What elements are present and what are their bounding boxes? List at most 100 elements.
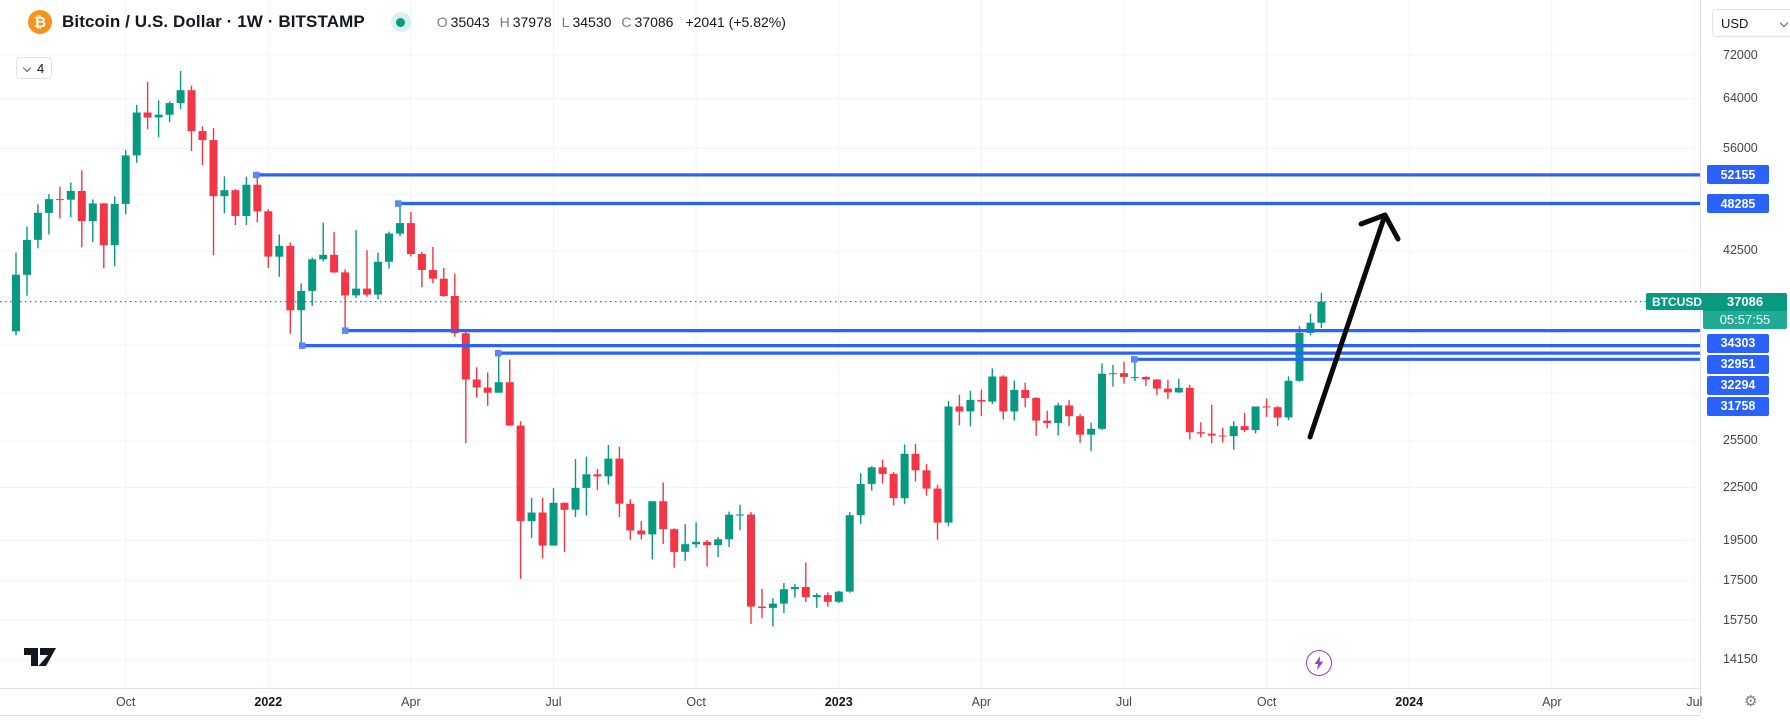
candle xyxy=(779,589,788,604)
candle xyxy=(23,239,31,275)
candle xyxy=(527,512,536,522)
bitcoin-icon: ₿ xyxy=(28,10,52,34)
candle xyxy=(99,203,108,246)
price-axis-label: 22500 xyxy=(1723,479,1758,494)
candle xyxy=(922,470,931,489)
lightning-icon[interactable] xyxy=(1306,650,1332,676)
ray-anchor-handle[interactable] xyxy=(299,342,306,349)
candle xyxy=(33,212,42,240)
ray-anchor-handle[interactable] xyxy=(495,349,502,357)
price-axis[interactable]: 72000 64000 56000 42500 25500 22500 19500 17500… xyxy=(1700,0,1790,714)
candle xyxy=(154,114,163,118)
candle xyxy=(319,254,328,260)
candle xyxy=(1120,373,1128,377)
low-label: L xyxy=(561,14,570,30)
price-level-label: 32951 xyxy=(1707,354,1769,374)
time-axis-month-label: Jul xyxy=(1686,695,1703,709)
symbol-title[interactable]: Bitcoin / U.S. Dollar · 1W · BITSTAMP xyxy=(62,12,365,31)
candle xyxy=(659,501,668,530)
candle xyxy=(1109,373,1117,375)
candle xyxy=(977,399,986,402)
candle xyxy=(736,514,744,516)
candle xyxy=(77,190,86,221)
candle xyxy=(692,541,701,545)
candle xyxy=(593,474,602,477)
candle xyxy=(44,199,53,213)
candle xyxy=(483,387,492,393)
ray-anchor-handle[interactable] xyxy=(253,171,260,179)
candle xyxy=(637,530,646,535)
candle xyxy=(264,211,273,257)
time-axis-month-label: Oct xyxy=(686,695,706,709)
candle xyxy=(999,376,1008,412)
time-axis-month-label: Apr xyxy=(971,695,992,709)
candle xyxy=(911,453,920,471)
candle xyxy=(143,112,152,118)
market-status-icon xyxy=(390,12,411,32)
candle xyxy=(231,190,240,216)
candle xyxy=(1251,406,1260,431)
candle xyxy=(582,474,591,488)
candle xyxy=(220,190,229,197)
price-axis-label: 64000 xyxy=(1723,91,1758,106)
price-axis-label: 19500 xyxy=(1723,533,1758,548)
candle xyxy=(823,595,832,602)
candle xyxy=(55,199,64,201)
candle xyxy=(1021,389,1030,398)
time-axis-month-label: Jul xyxy=(1115,695,1132,709)
candle xyxy=(988,376,997,402)
time-axis-month-label: Jul xyxy=(545,695,562,709)
drawings-collapse-chip[interactable]: 4 xyxy=(16,57,53,79)
candle xyxy=(1196,432,1205,434)
bar-countdown: 05:57:55 xyxy=(1703,310,1787,329)
candle xyxy=(209,140,218,197)
candle xyxy=(374,261,382,295)
candle xyxy=(472,379,481,388)
candle xyxy=(121,155,130,204)
candle xyxy=(330,254,339,273)
candle xyxy=(66,190,75,200)
candle xyxy=(867,467,876,484)
drawings-count: 4 xyxy=(37,60,45,76)
candle xyxy=(856,484,865,516)
candle xyxy=(801,587,810,598)
candle xyxy=(428,270,437,279)
gear-icon[interactable]: ⚙ xyxy=(1744,693,1758,710)
candle xyxy=(396,223,404,234)
candle xyxy=(1098,373,1106,429)
candle xyxy=(944,406,953,523)
candle xyxy=(505,382,514,426)
candle xyxy=(1141,376,1150,380)
candle xyxy=(286,245,295,311)
candle xyxy=(966,399,975,412)
candle xyxy=(1229,426,1238,437)
currency-label: USD xyxy=(1721,15,1749,31)
candle xyxy=(955,406,964,412)
price-level-label: 48285 xyxy=(1707,194,1769,214)
price-level-label: 31758 xyxy=(1707,396,1769,416)
candle xyxy=(538,512,547,546)
candle xyxy=(516,425,525,522)
ray-anchor-handle[interactable] xyxy=(342,327,349,334)
time-axis[interactable]: Oct 2022 Apr Jul Oct 2023 Apr Jul Oct 2024 Apr Jul xyxy=(0,688,1702,716)
ohlc-readout: O 35043 H 37978 L 34530 C 37086 +2041 (+… xyxy=(437,14,786,30)
tradingview-logo-glyph xyxy=(24,648,56,666)
candle xyxy=(352,288,361,296)
candle xyxy=(1130,376,1139,378)
candle xyxy=(1163,388,1172,393)
candle xyxy=(1076,416,1085,435)
ray-anchor-handle[interactable] xyxy=(1131,356,1138,363)
chevron-down-icon xyxy=(1781,19,1789,27)
arrow-annotation[interactable] xyxy=(1307,212,1388,440)
price-level-label: 32294 xyxy=(1707,375,1769,395)
candle xyxy=(768,603,777,608)
candle xyxy=(747,514,755,607)
ray-anchor-handle[interactable] xyxy=(395,200,402,207)
currency-selector-button[interactable]: USD xyxy=(1712,9,1790,37)
candle xyxy=(297,290,306,311)
tradingview-logo[interactable] xyxy=(24,646,58,673)
candle xyxy=(1043,420,1052,424)
candle xyxy=(560,502,569,510)
